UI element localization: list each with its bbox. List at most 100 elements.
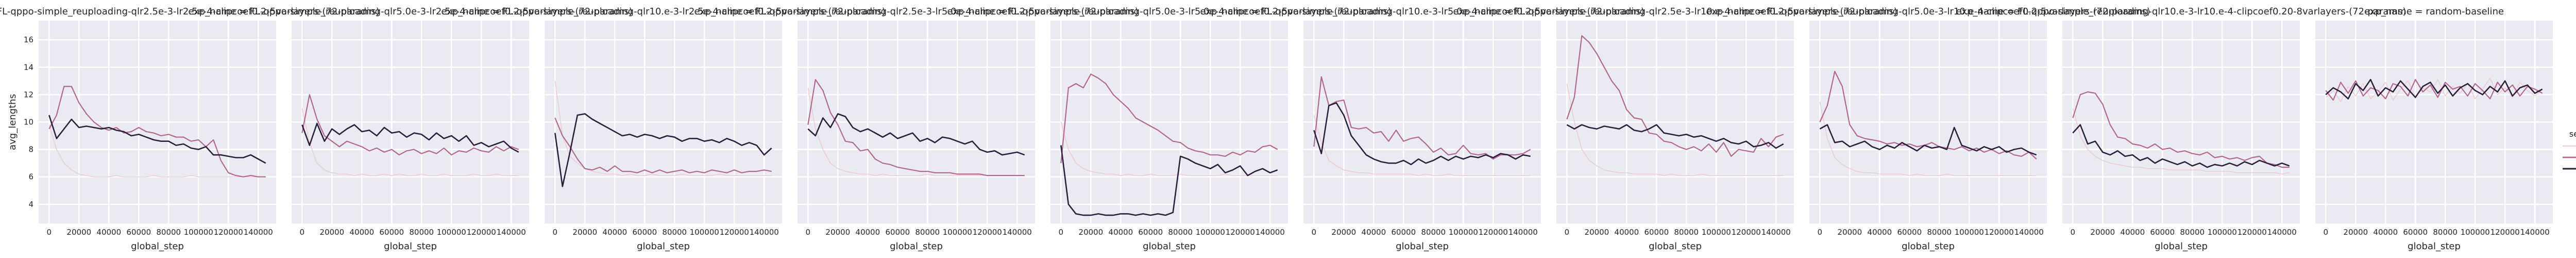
x-tick-label: 140000: [1509, 228, 1538, 237]
series-line-seed-10: [1566, 83, 1784, 176]
panel-title: exp_name = FL-qppo-simple_reuploading-ql…: [694, 6, 1138, 17]
x-tick-label: 40000: [1108, 228, 1133, 237]
y-tick-label: 6: [28, 172, 33, 182]
x-tick-label: 40000: [96, 228, 121, 237]
legend-title: seed: [2569, 129, 2576, 139]
x-tick-label: 20000: [319, 228, 344, 237]
series-line-seed-20: [1566, 35, 1784, 157]
x-tick-label: 100000: [943, 228, 972, 237]
x-tick-label: 40000: [1867, 228, 1892, 237]
series-line-seed-20: [554, 118, 772, 173]
x-axis-label: global_step: [384, 241, 437, 252]
x-tick-label: 20000: [572, 228, 597, 237]
x-tick-label: 100000: [690, 228, 719, 237]
x-tick-label: 0: [806, 228, 811, 237]
x-tick-label: 20000: [1837, 228, 1862, 237]
x-tick-label: 40000: [349, 228, 374, 237]
x-tick-label: 120000: [1226, 228, 1255, 237]
panel-3: 0 20000 40000 60000 80000 100000 120000 140000e…: [441, 6, 885, 252]
y-tick-label: 4: [28, 200, 33, 209]
y-axis-label: avg_lengths: [7, 94, 18, 150]
x-tick-label: 120000: [214, 228, 243, 237]
x-axis-label: global_step: [890, 241, 943, 252]
x-tick-label: 20000: [2343, 228, 2368, 237]
x-tick-label: 140000: [1761, 228, 1791, 237]
x-tick-label: 0: [47, 228, 52, 237]
panel-7: 0 20000 40000 60000 80000 100000 120000 140000e…: [1453, 6, 1897, 252]
x-axis-label: global_step: [637, 241, 690, 252]
x-tick-label: 40000: [1361, 228, 1386, 237]
x-tick-label: 80000: [2433, 228, 2458, 237]
panel-title: exp_name = FL-qppo-simple_reuploading-ql…: [947, 6, 1391, 17]
x-axis-label: global_step: [131, 241, 184, 252]
series-line-seed-20: [1819, 71, 2037, 160]
x-tick-label: 20000: [2090, 228, 2115, 237]
x-tick-label: 80000: [1421, 228, 1446, 237]
x-tick-label: 60000: [2403, 228, 2428, 237]
x-tick-label: 120000: [1479, 228, 1508, 237]
x-tick-label: 80000: [915, 228, 940, 237]
x-tick-label: 60000: [1391, 228, 1416, 237]
x-tick-label: 100000: [1955, 228, 1984, 237]
y-tick-label: 10: [24, 118, 33, 127]
panel-4: 0 20000 40000 60000 80000 100000 120000 140000e…: [694, 6, 1138, 252]
series-line-seed-20: [2072, 91, 2290, 168]
series-line-seed-30: [1313, 102, 1531, 166]
panel-title: exp_name = FL-qppo-simple_reuploading-ql…: [1453, 6, 1897, 17]
x-tick-label: 20000: [1584, 228, 1609, 237]
x-axis-label: global_step: [2408, 241, 2461, 252]
x-tick-label: 40000: [1614, 228, 1639, 237]
x-tick-label: 80000: [1674, 228, 1699, 237]
panel-2: 0 20000 40000 60000 80000 100000 120000 140000e…: [188, 6, 632, 252]
series-line-seed-10: [2325, 77, 2543, 102]
panel-title: exp_name = FL-qppo-simple_reuploading-ql…: [441, 6, 885, 17]
y-tick-label: 8: [28, 145, 33, 154]
x-tick-label: 0: [1565, 228, 1570, 237]
x-tick-label: 0: [2071, 228, 2076, 237]
x-tick-label: 60000: [632, 228, 657, 237]
x-tick-label: 40000: [855, 228, 880, 237]
panel-10: 0 20000 40000 60000 80000 100000 120000 140000 e…: [2315, 6, 2553, 252]
panel-title: exp_name = FL-qppo-simple_reuploading-ql…: [1956, 6, 2406, 17]
series-line-seed-20: [1060, 73, 1278, 164]
x-tick-label: 120000: [720, 228, 749, 237]
series-line-seed-10: [301, 108, 519, 176]
panel-8: 0 20000 40000 60000 80000 100000 120000 140000e…: [1706, 6, 2150, 252]
x-tick-label: 80000: [409, 228, 434, 237]
x-tick-label: 0: [1059, 228, 1064, 237]
x-tick-label: 120000: [1732, 228, 1761, 237]
x-tick-label: 140000: [1003, 228, 1032, 237]
x-tick-label: 0: [300, 228, 305, 237]
x-tick-label: 140000: [2014, 228, 2044, 237]
series-line-seed-30: [554, 113, 772, 187]
x-tick-label: 60000: [1644, 228, 1669, 237]
series-line-seed-30: [1566, 124, 1784, 149]
series-line-seed-30: [301, 122, 519, 153]
x-axis-label: global_step: [1396, 241, 1449, 252]
x-tick-label: 100000: [1449, 228, 1478, 237]
series-line-seed-10: [1060, 122, 1278, 176]
x-tick-label: 80000: [1927, 228, 1952, 237]
x-tick-label: 100000: [184, 228, 213, 237]
series-line-seed-10: [1819, 101, 2037, 176]
series-line-seed-20: [1313, 76, 1531, 160]
x-tick-label: 0: [1312, 228, 1317, 237]
x-tick-label: 0: [553, 228, 558, 237]
panel-title: exp_name = FL-qppo-simple_reuploading-ql…: [1706, 6, 2150, 17]
series-line-seed-20: [301, 94, 519, 156]
x-tick-label: 120000: [467, 228, 496, 237]
x-tick-label: 20000: [66, 228, 91, 237]
series-line-seed-10: [1313, 115, 1531, 176]
x-tick-label: 140000: [2520, 228, 2550, 237]
y-tick-label: 12: [24, 90, 33, 99]
legend-entries: 102030: [2563, 146, 2576, 170]
x-tick-label: 120000: [973, 228, 1002, 237]
panel-title: exp_name = FL-qppo-simple_reuploading-ql…: [0, 6, 380, 17]
x-tick-label: 140000: [1256, 228, 1285, 237]
x-tick-label: 80000: [156, 228, 181, 237]
x-tick-label: 40000: [602, 228, 627, 237]
x-tick-label: 60000: [885, 228, 910, 237]
x-tick-label: 140000: [750, 228, 779, 237]
series-line-seed-30: [807, 113, 1025, 156]
x-tick-label: 120000: [2490, 228, 2520, 237]
